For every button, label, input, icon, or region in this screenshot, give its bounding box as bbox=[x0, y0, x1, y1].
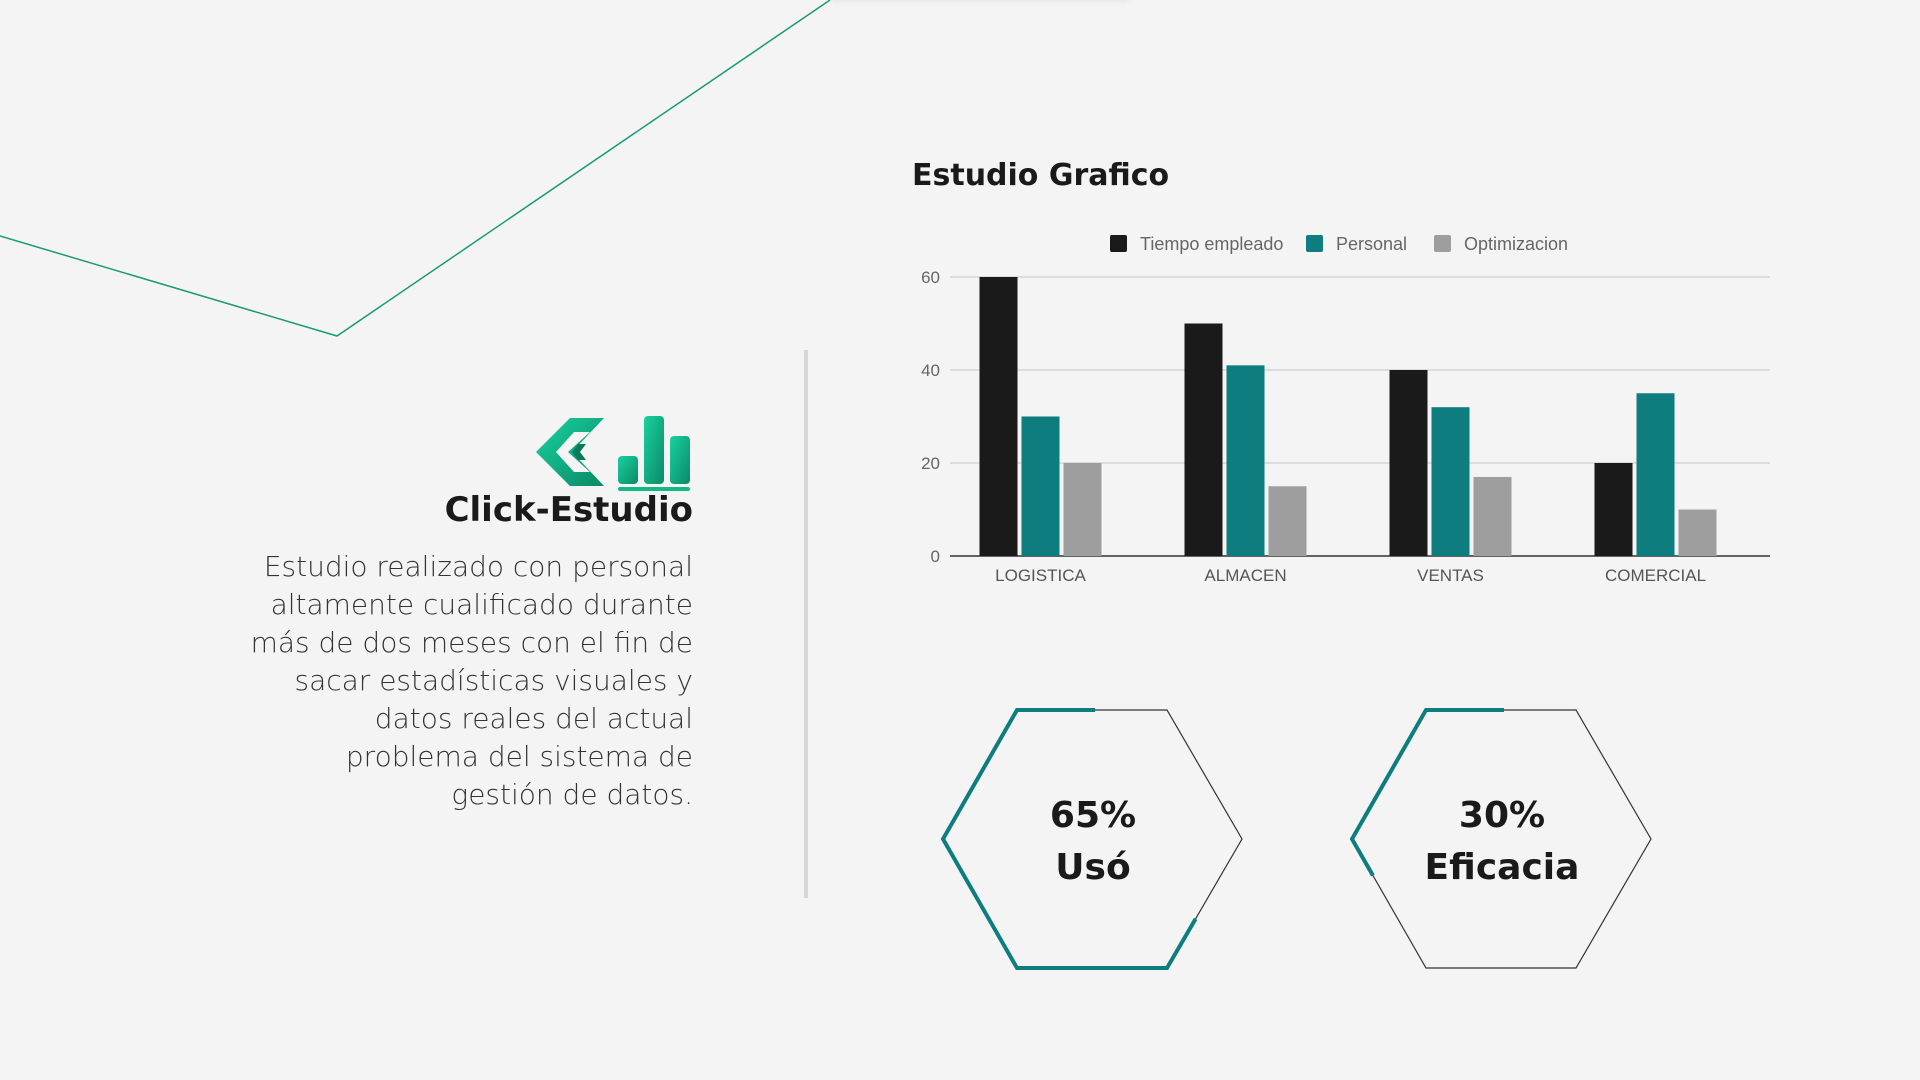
legend-label: Optimizacion bbox=[1464, 234, 1568, 254]
bar-comercial-2 bbox=[1678, 509, 1717, 556]
bar-almacen-2 bbox=[1268, 486, 1307, 556]
kpi-hexagon-eficacia bbox=[1349, 708, 1654, 970]
bar-logistica-1 bbox=[1021, 416, 1060, 556]
legend-label: Tiempo empleado bbox=[1140, 234, 1283, 254]
bar-comercial-1 bbox=[1636, 393, 1675, 556]
legend-swatch bbox=[1306, 235, 1323, 252]
kpi-uso-label: Usó bbox=[1055, 847, 1131, 888]
legend-label: Personal bbox=[1336, 234, 1407, 254]
x-tick-label: VENTAS bbox=[1417, 566, 1484, 585]
kpi-uso: 65% Usó bbox=[943, 790, 1243, 894]
y-tick-label: 0 bbox=[931, 547, 940, 566]
bar-almacen-0 bbox=[1184, 323, 1223, 556]
bar-comercial-0 bbox=[1594, 463, 1633, 556]
hexagon-progress bbox=[1349, 708, 1654, 970]
vertical-divider bbox=[804, 350, 808, 898]
brand-name: Click-Estudio bbox=[444, 490, 693, 530]
chart-title: Estudio Grafico bbox=[912, 158, 1170, 193]
legend-swatch bbox=[1110, 235, 1127, 252]
bar-ventas-1 bbox=[1431, 407, 1470, 556]
kpi-hexagon-uso bbox=[940, 708, 1245, 970]
x-tick-label: LOGISTICA bbox=[995, 566, 1086, 585]
y-tick-label: 60 bbox=[921, 268, 940, 287]
hexagon-progress bbox=[940, 708, 1245, 970]
kpi-eficacia-label: Eficacia bbox=[1424, 847, 1580, 888]
bar-ventas-0 bbox=[1389, 370, 1428, 556]
x-tick-label: COMERCIAL bbox=[1605, 566, 1706, 585]
x-tick-label: ALMACEN bbox=[1204, 566, 1286, 585]
bar-almacen-1 bbox=[1226, 365, 1265, 556]
kpi-eficacia-value: 30% bbox=[1458, 795, 1546, 836]
y-tick-label: 20 bbox=[921, 454, 940, 473]
bar-ventas-2 bbox=[1473, 476, 1512, 556]
bar-chart: 0 20 40 60 LOGISTICA ALMACEN VENTAS COMERCIAL Ti… bbox=[921, 234, 1770, 585]
click-estudio-logo-icon bbox=[536, 416, 690, 491]
top-shadow bbox=[830, 0, 1130, 2]
kpi-eficacia: 30% Eficacia bbox=[1352, 790, 1652, 894]
brand-description: Estudio realizado con personal altamente… bbox=[250, 550, 693, 811]
legend-swatch bbox=[1434, 235, 1451, 252]
kpi-uso-value: 65% bbox=[1049, 795, 1137, 836]
y-tick-label: 40 bbox=[921, 361, 940, 380]
bar-logistica-0 bbox=[979, 277, 1018, 556]
bar-logistica-2 bbox=[1063, 463, 1102, 556]
